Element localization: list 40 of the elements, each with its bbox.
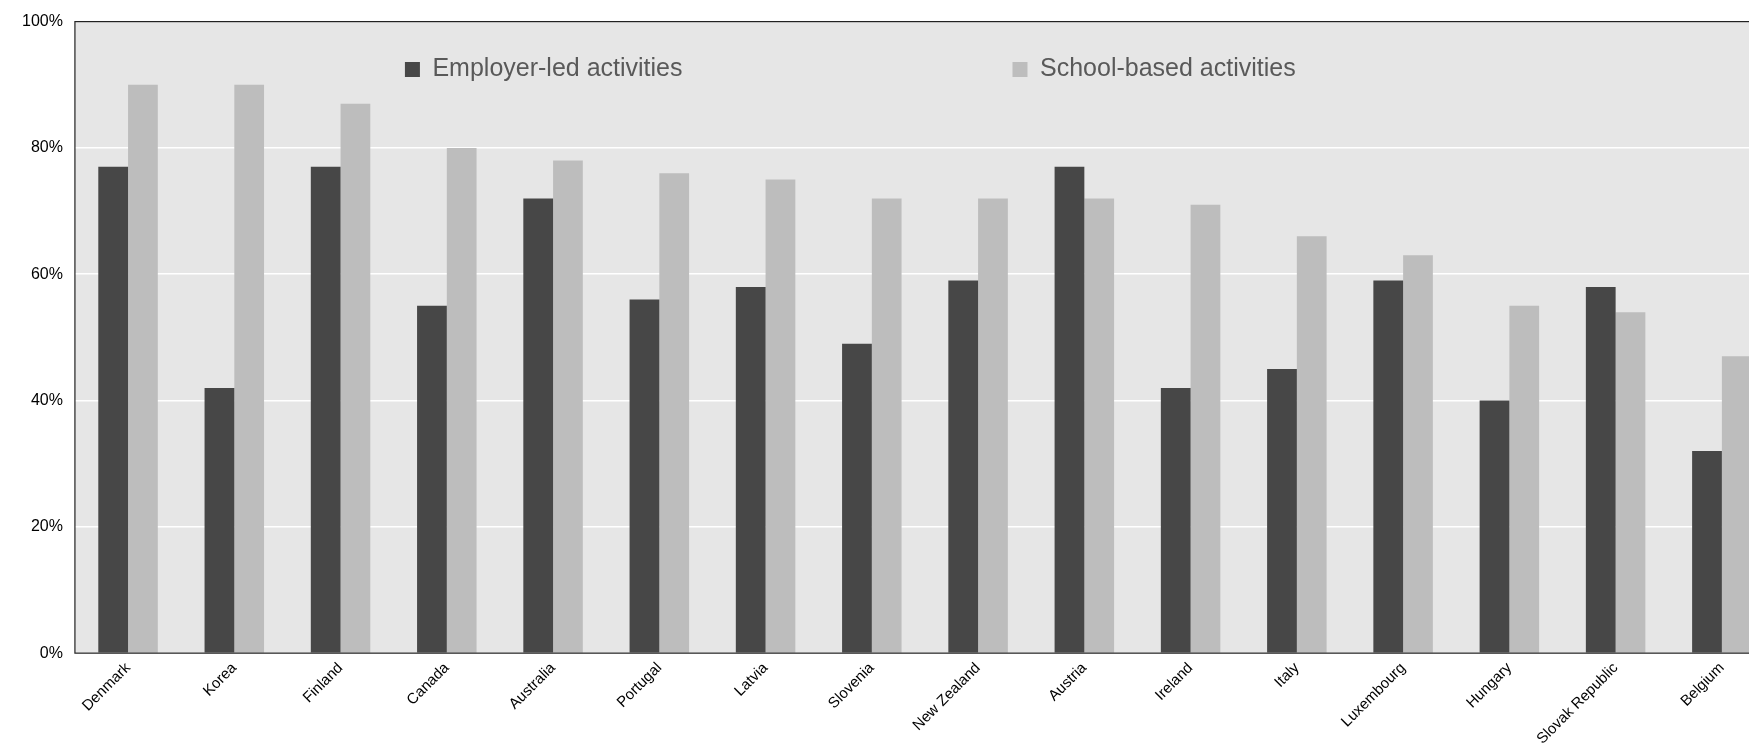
bar xyxy=(1509,305,1540,653)
y-tick-label: 100% xyxy=(22,12,63,30)
x-tick-label: Italy xyxy=(1270,658,1303,691)
bar xyxy=(1479,400,1510,653)
bar xyxy=(1692,451,1722,653)
bar xyxy=(978,198,1008,653)
bar xyxy=(1296,236,1327,653)
bar xyxy=(1403,255,1433,653)
bar xyxy=(234,84,265,653)
bar xyxy=(1190,204,1221,653)
bar xyxy=(310,166,341,653)
bar xyxy=(340,103,371,653)
bar xyxy=(1084,198,1115,653)
bar xyxy=(842,343,872,653)
bar xyxy=(128,84,158,653)
y-tick-label: 60% xyxy=(30,264,63,282)
bar xyxy=(1585,286,1616,653)
bar xyxy=(735,286,766,653)
bar xyxy=(1373,280,1404,653)
bar xyxy=(523,198,554,653)
bar xyxy=(204,387,235,653)
legend-label: School-based activities xyxy=(1040,53,1296,82)
bar xyxy=(1615,312,1646,653)
bar xyxy=(1054,166,1085,653)
bar xyxy=(765,179,796,653)
bar xyxy=(1267,368,1297,653)
bar xyxy=(659,173,690,653)
y-tick-label: 80% xyxy=(30,138,63,156)
bar xyxy=(98,166,129,653)
legend-label: Employer-led activities xyxy=(432,53,683,82)
bar xyxy=(417,305,447,653)
bar xyxy=(629,299,660,653)
y-tick-label: 0% xyxy=(39,643,63,661)
bar xyxy=(553,160,583,653)
bar xyxy=(871,198,902,653)
bar xyxy=(1160,387,1191,653)
bar xyxy=(948,280,979,653)
bar xyxy=(446,147,477,653)
y-tick-label: 40% xyxy=(30,390,63,408)
y-tick-label: 20% xyxy=(30,517,63,535)
